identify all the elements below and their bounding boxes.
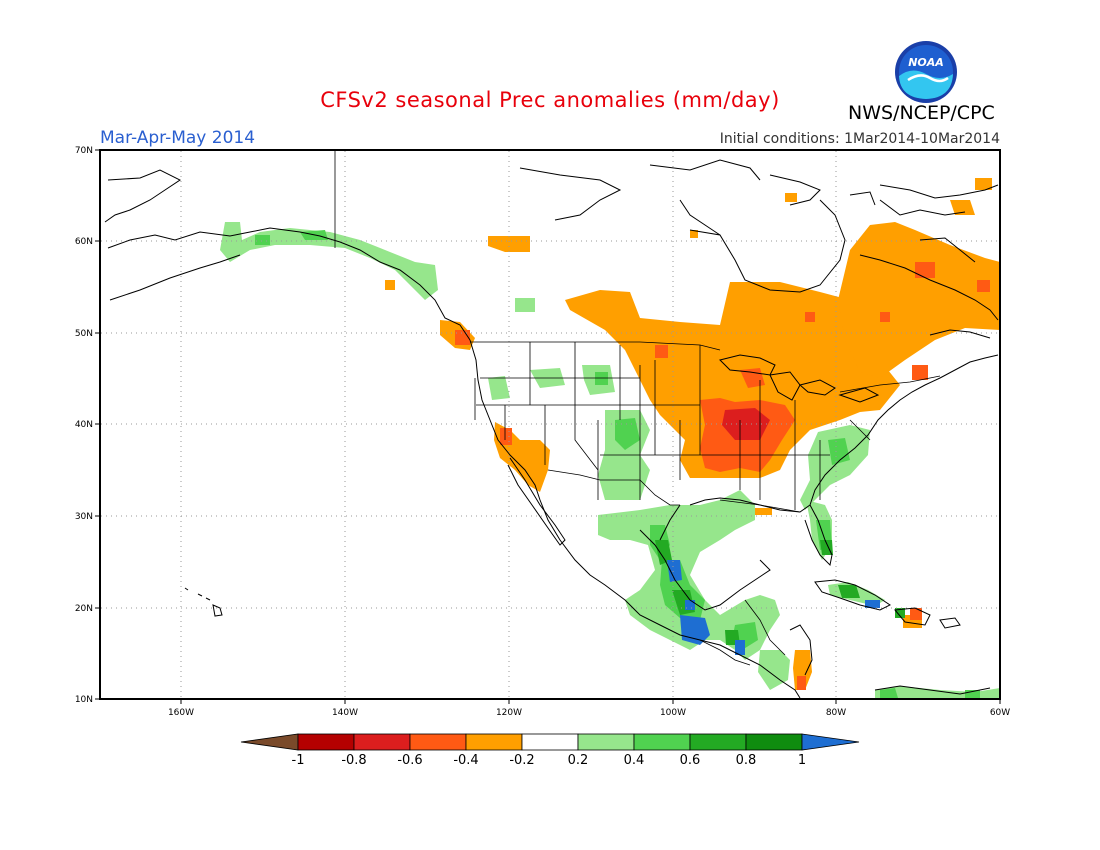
- lat-label: 10N: [75, 695, 93, 705]
- colorbar-segment: [745, 733, 803, 751]
- colorbar-segment: [465, 733, 523, 751]
- colorbar: -1 -0.8 -0.6 -0.4 -0.2 0.2 0.4 0.6 0.8 1: [240, 733, 860, 768]
- colorbar-segment: [353, 733, 411, 751]
- lon-label: 160W: [168, 708, 194, 718]
- colorbar-label: 0.8: [736, 753, 757, 768]
- colorbar-segment: [240, 733, 299, 751]
- lat-label: 30N: [75, 512, 93, 522]
- lat-label: 50N: [75, 329, 93, 339]
- lon-label: 100W: [660, 708, 686, 718]
- colorbar-segment: [297, 733, 355, 751]
- colorbar-segment: [521, 733, 579, 751]
- initial-conditions-label: Initial conditions: 1Mar2014-10Mar2014: [719, 131, 1000, 147]
- colorbar-segment: [409, 733, 467, 751]
- lon-label: 80W: [826, 708, 846, 718]
- colorbar-segment: [689, 733, 747, 751]
- lat-label: 20N: [75, 604, 93, 614]
- lon-label: 120W: [496, 708, 522, 718]
- colorbar-label: 0.6: [680, 753, 701, 768]
- colorbar-label: -1: [292, 753, 305, 768]
- colorbar-segment: [633, 733, 691, 751]
- map-gridlines: [101, 151, 999, 698]
- colorbar-segment: [577, 733, 635, 751]
- lon-label: 60W: [990, 708, 1010, 718]
- lon-label: 140W: [332, 708, 358, 718]
- latitude-labels: 70N 60N 50N 40N 30N 20N 10N: [75, 146, 93, 705]
- colorbar-label: 0.2: [568, 753, 589, 768]
- noaa-logo: NOAA: [895, 41, 957, 103]
- lat-label: 70N: [75, 146, 93, 156]
- lat-label: 60N: [75, 237, 93, 247]
- colorbar-label: 1: [798, 753, 806, 768]
- logo-text: NOAA: [908, 56, 944, 69]
- colorbar-label: 0.4: [624, 753, 645, 768]
- colorbar-label: -0.8: [341, 753, 366, 768]
- longitude-labels: 160W 140W 120W 100W 80W 60W: [168, 708, 1010, 718]
- lat-label: 40N: [75, 420, 93, 430]
- colorbar-label: -0.4: [453, 753, 478, 768]
- coastlines: [104, 159, 999, 699]
- season-label: Mar-Apr-May 2014: [100, 128, 256, 148]
- colorbar-label: -0.2: [509, 753, 534, 768]
- political-borders: [334, 151, 941, 666]
- colorbar-segment: [801, 733, 860, 751]
- anomaly-shading: [220, 178, 1000, 698]
- map-title: CFSv2 seasonal Prec anomalies (mm/day): [320, 88, 780, 112]
- agency-label: NWS/NCEP/CPC: [848, 102, 995, 124]
- colorbar-label: -0.6: [397, 753, 422, 768]
